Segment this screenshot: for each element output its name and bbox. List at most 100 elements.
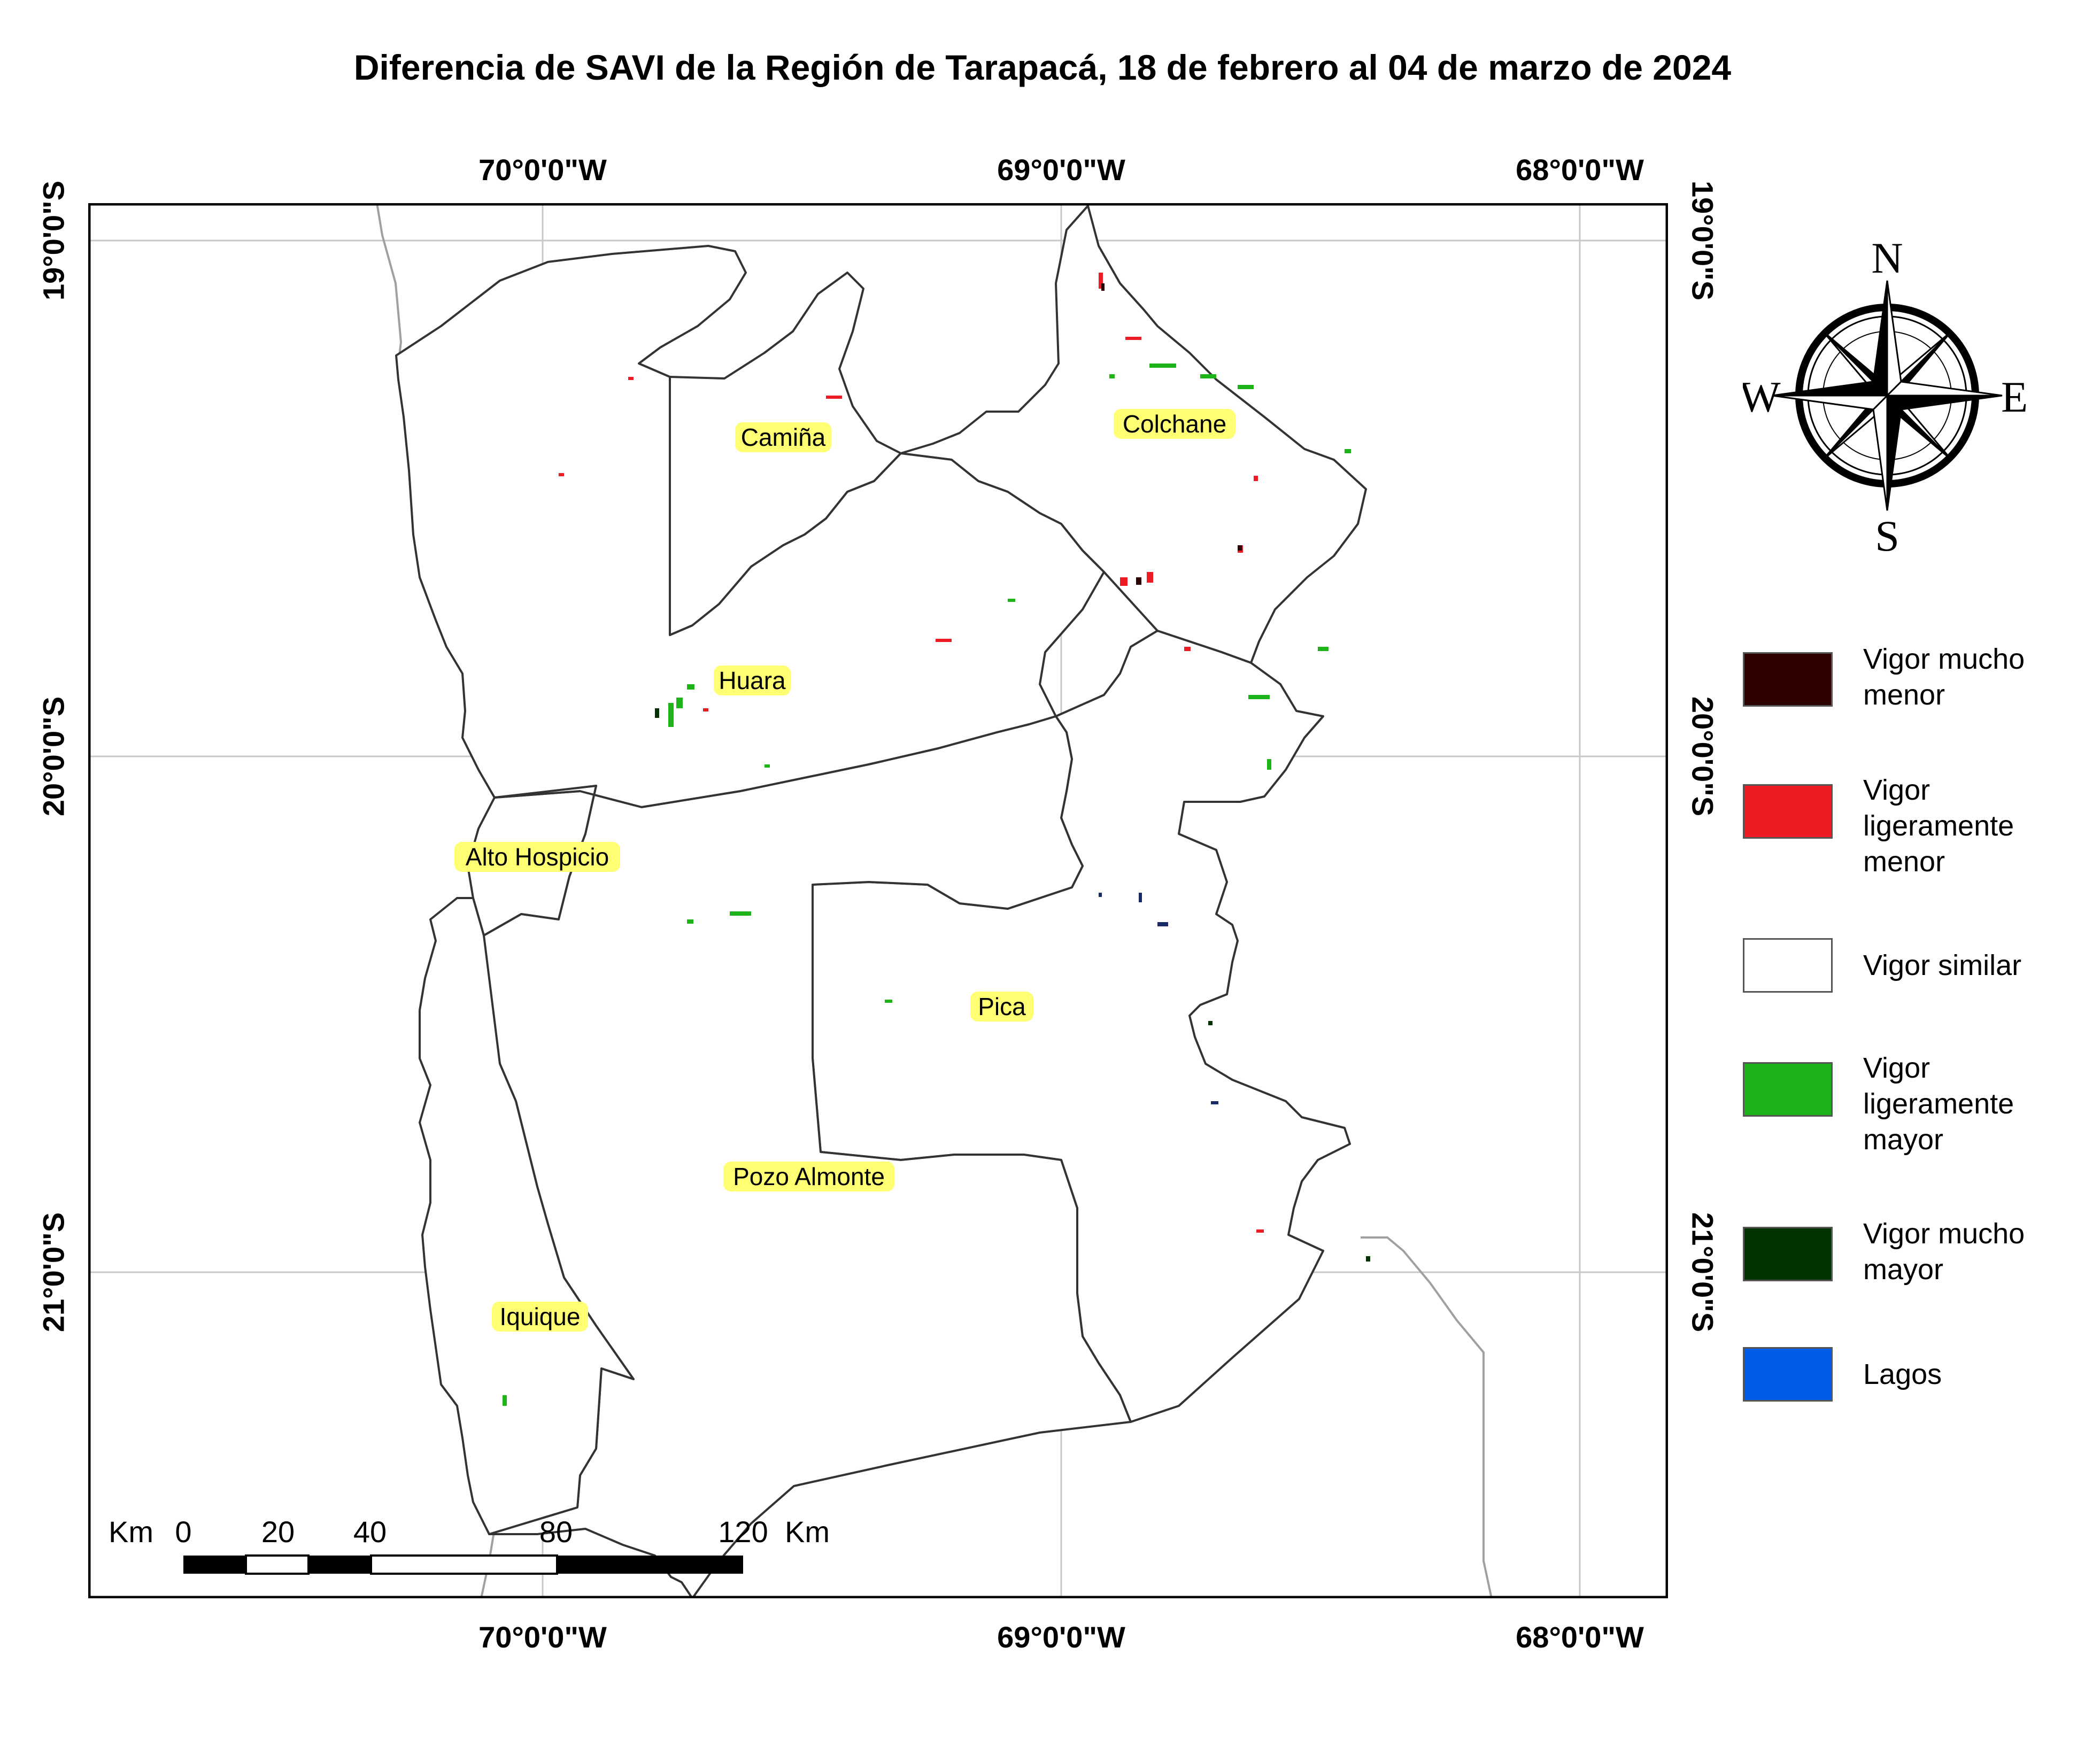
vigor-much-higher-patches (655, 708, 1370, 1262)
legend-label: Vigor ligeramente menor (1863, 772, 2066, 880)
scale-tick-120: 120 (718, 1515, 768, 1549)
place-name: Huara (719, 667, 786, 694)
scale-segment (557, 1556, 743, 1574)
top-label-68w: 68°0'0"W (1516, 153, 1644, 187)
place-name: Colchane (1123, 410, 1226, 438)
compass-point-n-light (1886, 280, 1902, 398)
compass-icon (1772, 280, 2003, 511)
vigor-change-pixels (503, 273, 1370, 1406)
place-label-pozo-almonte: Pozo Almonte (723, 1162, 894, 1192)
legend-label-line: ligeramente (1863, 810, 2014, 842)
place-name: Camiña (741, 423, 826, 451)
vigor-patch (1109, 374, 1115, 378)
compass-point-e-dark (1885, 394, 2003, 411)
left-label-20s: 20°0'0"S (36, 696, 71, 817)
compass-main-points (1772, 280, 2003, 511)
legend-label-line: ligeramente (1863, 1088, 2014, 1120)
lake-patch (1099, 893, 1102, 897)
vigor-patch (687, 919, 693, 924)
scale-unit-left: Km (109, 1515, 153, 1549)
place-highlight (1114, 409, 1235, 439)
vigor-patch (1101, 283, 1105, 291)
place-label-colchane: Colchane (1114, 409, 1235, 439)
vigor-slightly-lower-patches (559, 273, 1264, 1233)
scale-segment (370, 1554, 558, 1575)
vigor-patch (936, 639, 952, 642)
top-label-69w: 69°0'0"W (997, 153, 1125, 187)
vigor-patch (655, 708, 659, 718)
place-highlight (714, 666, 791, 695)
compass-point-e-light (1885, 381, 2003, 397)
region-map (395, 205, 1367, 1598)
lake-patch (1211, 1101, 1218, 1104)
vigor-patch (826, 396, 842, 399)
scale-bar: Km 0 20 40 80 120 Km (109, 1515, 830, 1575)
legend-label: Lagos (1863, 1357, 2066, 1392)
place-highlight (970, 992, 1033, 1022)
scale-tick-0: 0 (175, 1515, 191, 1549)
vigor-patch (668, 703, 674, 727)
map-border (88, 203, 1668, 1598)
vigor-patch (1136, 577, 1141, 585)
bolivia-border-south (1361, 1236, 1493, 1598)
scale-tick-80: 80 (539, 1515, 573, 1549)
legend-swatch (1743, 1062, 1833, 1117)
place-highlight (454, 842, 620, 872)
place-label-alto-hospicio: Alto Hospicio (454, 842, 620, 872)
legend-label-line: Lagos (1863, 1358, 1942, 1390)
top-label-70w: 70°0'0"W (478, 153, 607, 187)
right-label-19s: 19°0'0"S (1686, 180, 1720, 301)
place-label-pica: Pica (970, 992, 1033, 1022)
compass-diagonal-points (1822, 330, 1952, 461)
compass-point-s-light (1872, 393, 1888, 511)
legend-label-line: menor (1863, 846, 1945, 878)
right-label-21s: 21°0'0"S (1686, 1212, 1720, 1333)
vigor-patch (1267, 759, 1271, 770)
legend-label-line: Vigor (1863, 1052, 1930, 1084)
vigor-patch (559, 473, 564, 476)
bottom-label-70w: 70°0'0"W (478, 1620, 607, 1654)
vigor-patch (1345, 449, 1351, 453)
compass-point-n-dark (1872, 280, 1888, 398)
right-label-20s: 20°0'0"S (1686, 696, 1720, 817)
vigor-patch (1149, 363, 1176, 368)
legend-swatch (1743, 1227, 1833, 1281)
place-label-camina: Camiña (735, 422, 831, 452)
vigor-slightly-higher-patches (503, 363, 1351, 1406)
legend-label: Vigor mucho mayor (1863, 1216, 2066, 1288)
vigor-patch (676, 698, 683, 708)
compass-point-w-light (1772, 394, 1889, 411)
vigor-patch (1120, 577, 1128, 586)
vigor-patch (1248, 695, 1270, 699)
scale-tick-20: 20 (261, 1515, 295, 1549)
vigor-patch (764, 764, 770, 768)
place-highlight (735, 422, 831, 452)
compass-south-label: S (1875, 512, 1899, 556)
scale-segment (245, 1554, 310, 1575)
scale-tick-40: 40 (353, 1515, 387, 1549)
place-name: Pozo Almonte (733, 1163, 885, 1190)
legend-label-line: Vigor mucho (1863, 643, 2025, 675)
vigor-patch (1147, 572, 1153, 583)
vigor-much-lower-patches (1101, 283, 1242, 585)
legend-label: Vigor mucho menor (1863, 641, 2066, 713)
vigor-patch (1238, 385, 1254, 389)
coastline-north (376, 203, 403, 356)
vigor-patch (628, 377, 634, 380)
compass-point-w-dark (1772, 381, 1889, 397)
compass-east-label: E (2001, 373, 2028, 421)
compass-rose: N S E W (1743, 235, 2028, 556)
place-label-iquique: Iquique (492, 1302, 588, 1332)
legend-label-line: mayor (1863, 1124, 1944, 1156)
bottom-label-69w: 69°0'0"W (997, 1620, 1125, 1654)
legend-label-line: Vigor (1863, 774, 1930, 806)
legend: Vigor mucho menor Vigor ligeramente meno… (1743, 641, 2074, 1443)
vigor-patch (1184, 647, 1191, 651)
vigor-patch (1208, 1021, 1213, 1025)
vigor-patch (703, 708, 708, 711)
vigor-patch (1254, 476, 1258, 481)
legend-swatch (1743, 784, 1833, 839)
scale-segment (308, 1556, 371, 1574)
commune-iquique (419, 897, 635, 1535)
place-labels: Camiña Colchane Huara Alto Hospicio Pica… (454, 409, 1235, 1332)
